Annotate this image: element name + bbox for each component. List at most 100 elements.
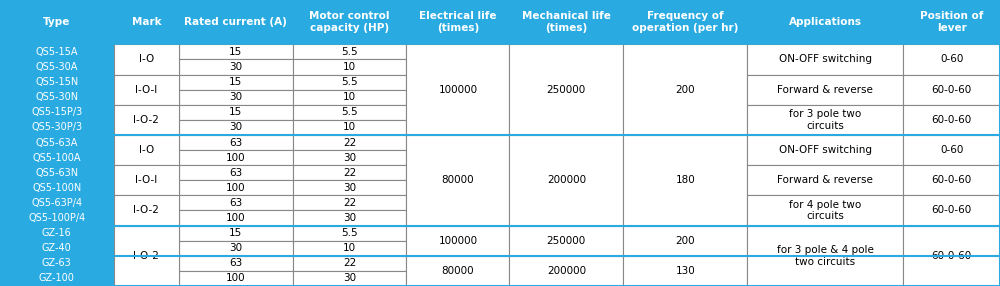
Bar [903,0,1000,44]
Bar [293,44,406,59]
Bar [406,0,509,44]
Text: 250000: 250000 [547,85,586,95]
Text: QS5-100A: QS5-100A [33,153,81,163]
Bar [623,256,747,286]
Text: for 3 pole & 4 pole
two circuits: for 3 pole & 4 pole two circuits [777,245,874,267]
Bar [179,226,293,241]
Bar [114,165,179,195]
Bar [0,210,114,226]
Bar [293,256,406,271]
Text: 0-60: 0-60 [940,145,963,155]
Text: 100000: 100000 [438,85,477,95]
Text: 10: 10 [343,122,356,132]
Text: GZ-63: GZ-63 [42,258,72,268]
Bar [179,105,293,120]
Text: 30: 30 [229,62,242,72]
Bar [293,120,406,135]
Text: 130: 130 [675,266,695,276]
Text: 30: 30 [229,243,242,253]
Bar [293,210,406,226]
Text: QS5-63N: QS5-63N [35,168,78,178]
Text: 200000: 200000 [547,266,586,276]
Text: QS5-100P/4: QS5-100P/4 [28,213,85,223]
Bar [747,226,903,286]
Text: 10: 10 [343,62,356,72]
Bar [903,105,1000,135]
Text: Frequency of
operation (per hr): Frequency of operation (per hr) [632,11,738,33]
Text: Mark: Mark [132,17,161,27]
Bar [406,256,509,286]
Text: 180: 180 [675,175,695,185]
Text: QS5-15N: QS5-15N [35,77,78,87]
Bar [114,0,179,44]
Text: 30: 30 [343,273,356,283]
Text: QS5-63A: QS5-63A [36,138,78,148]
Bar [293,226,406,241]
Text: 200: 200 [675,85,695,95]
Bar [179,75,293,90]
Bar [0,241,114,256]
Text: 5.5: 5.5 [341,107,358,117]
Bar [293,105,406,120]
Text: 15: 15 [229,47,242,57]
Text: 30: 30 [343,153,356,163]
Text: QS5-63P/4: QS5-63P/4 [31,198,82,208]
Bar [0,226,114,241]
Text: I-O-I: I-O-I [135,175,157,185]
Bar [179,195,293,210]
Text: 30: 30 [343,183,356,193]
Bar [293,165,406,180]
Text: 60-0-60: 60-0-60 [931,115,972,125]
Bar [0,150,114,165]
Bar [114,105,179,135]
Text: 5.5: 5.5 [341,47,358,57]
Text: 5.5: 5.5 [341,77,358,87]
Bar [179,241,293,256]
Text: 22: 22 [343,258,356,268]
Text: for 3 pole two
circuits: for 3 pole two circuits [789,109,861,131]
Bar [179,120,293,135]
Bar [179,150,293,165]
Bar [0,271,114,286]
Bar [114,195,179,226]
Text: QS5-15A: QS5-15A [36,47,78,57]
Text: ON-OFF switching: ON-OFF switching [779,145,872,155]
Text: I-O-2: I-O-2 [133,115,159,125]
Bar [406,226,509,256]
Text: 30: 30 [343,213,356,223]
Bar [0,75,114,90]
Bar [0,0,114,44]
Bar [406,44,509,135]
Text: 22: 22 [343,138,356,148]
Bar [114,226,179,286]
Text: 63: 63 [229,198,242,208]
Bar [509,0,623,44]
Text: Forward & reverse: Forward & reverse [777,175,873,185]
Text: 63: 63 [229,138,242,148]
Bar [0,105,114,120]
Text: 80000: 80000 [442,266,474,276]
Bar [179,59,293,75]
Text: Applications: Applications [789,17,862,27]
Text: 63: 63 [229,168,242,178]
Text: Motor control
capacity (HP): Motor control capacity (HP) [309,11,390,33]
Bar [114,44,179,75]
Text: QS5-30A: QS5-30A [36,62,78,72]
Bar [0,195,114,210]
Text: 100: 100 [226,213,246,223]
Text: 100: 100 [226,183,246,193]
Text: QS5-100N: QS5-100N [32,183,81,193]
Bar [293,135,406,150]
Text: I-O-I: I-O-I [135,85,157,95]
Text: 15: 15 [229,228,242,238]
Text: GZ-100: GZ-100 [39,273,75,283]
Bar [179,135,293,150]
Text: Rated current (A): Rated current (A) [184,17,287,27]
Bar [623,135,747,226]
Bar [623,0,747,44]
Bar [293,150,406,165]
Bar [747,195,903,226]
Bar [179,271,293,286]
Text: 100000: 100000 [438,236,477,246]
Bar [179,44,293,59]
